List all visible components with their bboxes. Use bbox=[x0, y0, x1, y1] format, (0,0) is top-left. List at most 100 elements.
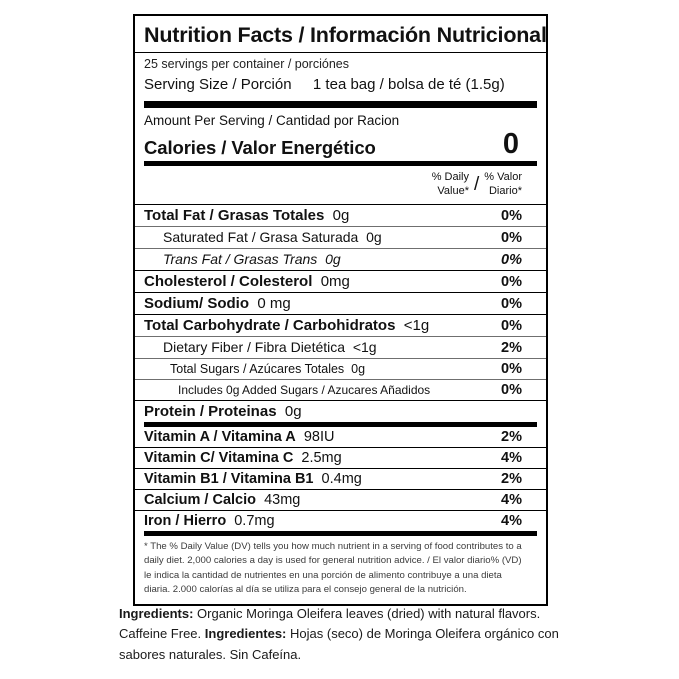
thick-divider-1 bbox=[144, 101, 537, 109]
calories-value: 0 bbox=[502, 128, 519, 161]
nutrient-name: Includes 0g Added Sugars / Azucares Añad… bbox=[178, 382, 431, 397]
vitamin-row-wrap: Vitamin A / Vitamina A 98IU 2% bbox=[135, 427, 546, 447]
vitamin-name: Vitamin A / Vitamina A 98IU bbox=[144, 428, 335, 445]
nutrient-row-wrap: Saturated Fat / Grasa Saturada 0g 0% bbox=[135, 227, 546, 248]
servings-block: 25 servings per container / porciónes Se… bbox=[135, 53, 546, 100]
vitamin-row-divider bbox=[135, 446, 546, 448]
nutrition-facts-panel: Nutrition Facts / Información Nutriciona… bbox=[133, 14, 548, 606]
vitamin-name: Iron / Hierro 0.7mg bbox=[144, 512, 275, 529]
nutrient-amount: <1g bbox=[345, 338, 377, 355]
vitamin-row: Vitamin A / Vitamina A 98IU 2% bbox=[144, 427, 537, 447]
dv-header-separator: / bbox=[474, 174, 480, 196]
nutrient-daily-value: 0% bbox=[501, 317, 522, 334]
nutrient-row-wrap: Total Sugars / Azúcares Totales 0g 0% bbox=[135, 359, 546, 379]
nutrient-row: Saturated Fat / Grasa Saturada 0g 0% bbox=[144, 227, 537, 248]
nutrient-row: Includes 0g Added Sugars / Azucares Añad… bbox=[144, 380, 537, 400]
vitamin-row-divider bbox=[135, 488, 546, 490]
nutrient-row-wrap: Total Carbohydrate / Carbohidratos <1g 0% bbox=[135, 315, 546, 336]
serving-size-row: Serving Size / Porción 1 tea bag / bolsa… bbox=[144, 74, 537, 99]
nutrient-row-divider bbox=[135, 291, 546, 293]
footnote-block: * The % Daily Value (DV) tells you how m… bbox=[135, 536, 546, 604]
vitamin-name: Vitamin C/ Vitamina C 2.5mg bbox=[144, 449, 342, 466]
daily-value-footnote: * The % Daily Value (DV) tells you how m… bbox=[144, 540, 522, 596]
thick-divider-2 bbox=[144, 161, 537, 167]
thick-bar-vitamins-wrap bbox=[135, 421, 546, 427]
vitamin-amount: 2.5mg bbox=[293, 449, 342, 466]
amount-per-serving-label: Amount Per Serving / Cantidad por Racion bbox=[144, 113, 400, 129]
nutrient-name: Trans Fat / Grasas Trans 0g bbox=[163, 250, 341, 267]
nutrient-daily-value: 0% bbox=[501, 295, 522, 312]
vitamin-amount: 98IU bbox=[295, 428, 335, 445]
vitamin-name: Calcium / Calcio 43mg bbox=[144, 491, 301, 508]
nutrient-amount: 0mg bbox=[312, 272, 350, 290]
nutrient-amount: <1g bbox=[395, 316, 430, 334]
nutrient-name: Total Carbohydrate / Carbohidratos <1g bbox=[144, 316, 430, 334]
nutrient-name: Total Fat / Grasas Totales 0g bbox=[144, 206, 350, 224]
nutrient-name: Saturated Fat / Grasa Saturada 0g bbox=[163, 228, 382, 245]
nutrient-row: Total Sugars / Azúcares Totales 0g 0% bbox=[144, 359, 537, 379]
vitamin-row-wrap: Vitamin B1 / Vitamina B1 0.4mg 2% bbox=[135, 469, 546, 489]
ingredients-block: Ingredients: Organic Moringa Oleifera le… bbox=[119, 604, 571, 665]
serving-size-label: Serving Size / Porción bbox=[144, 76, 292, 94]
vitamin-row: Calcium / Calcio 43mg 4% bbox=[144, 490, 537, 510]
nutrient-name: Cholesterol / Colesterol 0mg bbox=[144, 272, 350, 290]
nutrient-row-divider bbox=[135, 399, 546, 401]
nutrient-row: Dietary Fiber / Fibra Dietética <1g 2% bbox=[144, 337, 537, 358]
vitamin-row: Iron / Hierro 0.7mg 4% bbox=[144, 511, 537, 531]
thick-bar-footnote-wrap bbox=[135, 530, 546, 536]
nutrient-row-divider bbox=[135, 335, 546, 337]
vitamin-daily-value: 2% bbox=[501, 470, 522, 487]
vitamin-name: Vitamin B1 / Vitamina B1 0.4mg bbox=[144, 470, 362, 487]
vitamin-daily-value: 4% bbox=[501, 512, 522, 529]
thick-bar-mid-wrap bbox=[135, 161, 546, 167]
vitamin-daily-value: 4% bbox=[501, 449, 522, 466]
dv-header-spanish: % Valor Diario* bbox=[484, 171, 537, 199]
calories-block: Amount Per Serving / Cantidad por Racion… bbox=[135, 108, 546, 161]
thick-divider-3 bbox=[144, 421, 537, 427]
nutrient-list: Total Fat / Grasas Totales 0g 0% Saturated… bbox=[135, 203, 546, 422]
ingredients-label-es: Ingredientes: bbox=[204, 626, 287, 642]
panel-title: Nutrition Facts / Información Nutriciona… bbox=[144, 23, 547, 47]
nutrient-name: Total Sugars / Azúcares Totales 0g bbox=[170, 361, 366, 376]
nutrient-daily-value: 0% bbox=[501, 251, 522, 268]
thick-divider-4 bbox=[144, 530, 537, 536]
vitamin-row: Vitamin B1 / Vitamina B1 0.4mg 2% bbox=[144, 469, 537, 489]
nutrient-daily-value: 0% bbox=[501, 207, 522, 224]
nutrient-row: Protein / Proteinas 0g bbox=[144, 401, 537, 422]
dv-header-es-line2: Diario* bbox=[488, 184, 522, 197]
nutrient-row-wrap: Protein / Proteinas 0g bbox=[135, 401, 546, 422]
vitamin-daily-value: 2% bbox=[501, 428, 522, 445]
serving-size-value: 1 tea bag / bolsa de té (1.5g) bbox=[312, 76, 505, 94]
nutrient-row-wrap: Dietary Fiber / Fibra Dietética <1g 2% bbox=[135, 337, 546, 358]
nutrient-row: Sodium/ Sodio 0 mg 0% bbox=[144, 293, 537, 314]
nutrient-amount: 0g bbox=[344, 361, 366, 376]
nutrient-name: Sodium/ Sodio 0 mg bbox=[144, 294, 291, 312]
vitamin-row-wrap: Calcium / Calcio 43mg 4% bbox=[135, 490, 546, 510]
nutrient-daily-value: 2% bbox=[501, 339, 522, 356]
nutrient-amount: 0g bbox=[317, 250, 341, 267]
thick-bar-top-wrap bbox=[135, 101, 546, 109]
servings-per-container: 25 servings per container / porciónes bbox=[144, 56, 349, 71]
vitamin-row-divider bbox=[135, 509, 546, 511]
calories-row: Calories / Valor Energético 0 bbox=[144, 128, 537, 161]
nutrient-row: Trans Fat / Grasas Trans 0g 0% bbox=[144, 249, 537, 270]
nutrient-daily-value: 0% bbox=[501, 273, 522, 290]
dv-header-es-line1: % Valor bbox=[484, 171, 522, 184]
vitamin-row-wrap: Vitamin C/ Vitamina C 2.5mg 4% bbox=[135, 448, 546, 468]
nutrient-row-wrap: Sodium/ Sodio 0 mg 0% bbox=[135, 293, 546, 314]
dv-header-en-line1: % Daily bbox=[431, 171, 470, 184]
nutrient-amount: 0g bbox=[324, 206, 350, 224]
dv-header-english: % Daily Value* bbox=[432, 171, 469, 199]
nutrient-row-wrap: Cholesterol / Colesterol 0mg 0% bbox=[135, 271, 546, 292]
nutrient-row: Total Carbohydrate / Carbohidratos <1g 0% bbox=[144, 315, 537, 336]
vitamin-row-divider bbox=[135, 467, 546, 469]
nutrient-row-wrap: Includes 0g Added Sugars / Azucares Añad… bbox=[135, 380, 546, 400]
nutrient-row-wrap: Total Fat / Grasas Totales 0g 0% bbox=[135, 205, 546, 226]
vitamin-daily-value: 4% bbox=[501, 491, 522, 508]
nutrient-row-divider bbox=[135, 203, 546, 205]
vitamin-row-wrap: Iron / Hierro 0.7mg 4% bbox=[135, 511, 546, 531]
ingredients-label-en: Ingredients: bbox=[119, 606, 194, 621]
nutrient-row-divider bbox=[135, 357, 546, 359]
nutrient-daily-value: 0% bbox=[501, 229, 522, 246]
